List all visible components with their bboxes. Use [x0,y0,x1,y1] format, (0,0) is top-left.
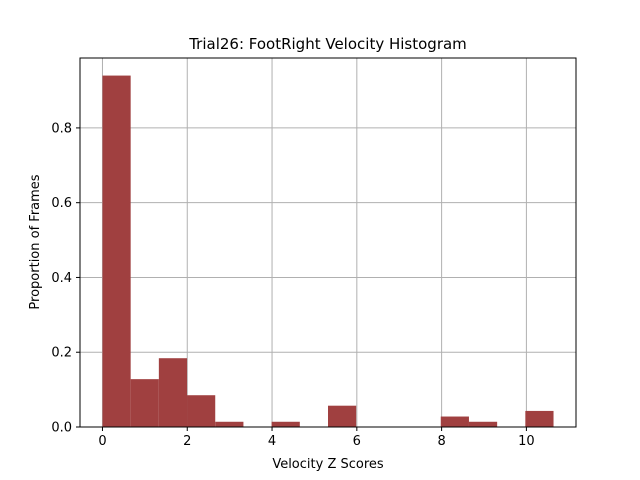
histogram-bar [525,410,554,427]
y-tick-label: 0.8 [51,121,72,136]
y-tick-label: 0.2 [51,346,72,361]
y-tick-label: 0.0 [51,421,72,436]
histogram-bar [468,421,498,427]
histogram-bar [158,358,188,427]
x-tick-label: 8 [437,434,445,449]
x-tick-label: 6 [353,434,361,449]
plot-frame [79,57,577,428]
y-axis-label: Proportion of Frames [28,174,43,309]
histogram-bar [187,395,216,427]
chart-title: Trial26: FootRight Velocity Histogram [188,35,467,53]
x-tick-label: 2 [183,434,191,449]
grid-lines [80,58,576,428]
histogram-bar [215,421,244,427]
y-tick-label: 0.6 [51,196,72,211]
x-tick-label: 10 [518,434,535,449]
histogram-bar [440,416,469,427]
histogram-bars [102,75,554,428]
x-tick-label: 0 [98,434,106,449]
axis-ticks: 0 2 4 6 8 10 0.0 0.2 0.4 0.6 0.8 [51,121,534,449]
histogram-bar [102,75,131,428]
histogram-bar [130,379,159,427]
histogram-bar [271,421,300,427]
histogram-bar [328,405,357,427]
x-axis-label: Velocity Z Scores [272,457,384,472]
x-tick-label: 4 [268,434,276,449]
y-tick-label: 0.4 [51,271,72,286]
